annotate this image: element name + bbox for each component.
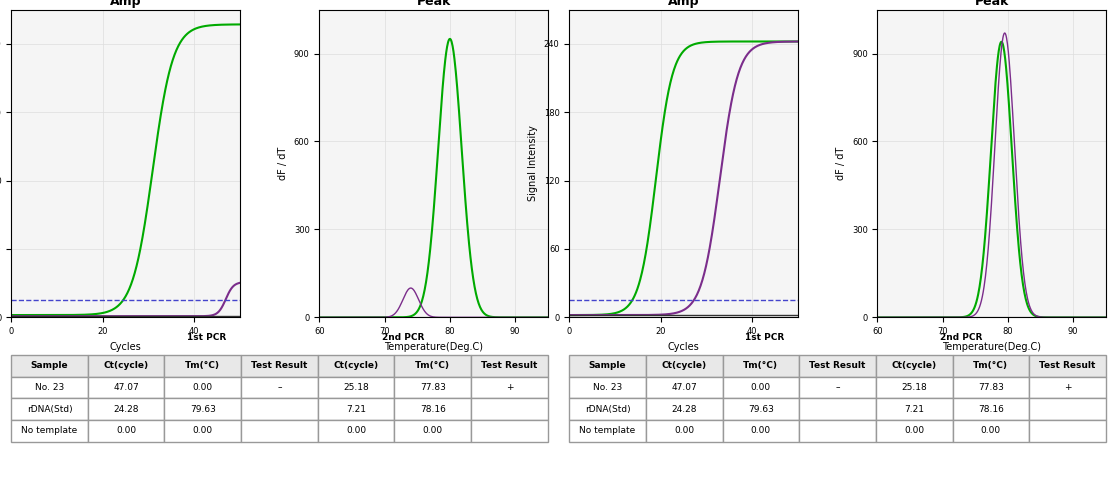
Text: 1st PCR: 1st PCR <box>188 333 227 342</box>
Y-axis label: Signal Intensity: Signal Intensity <box>528 126 538 201</box>
Title: Amp: Amp <box>668 0 699 9</box>
Text: 2nd PCR: 2nd PCR <box>939 333 982 342</box>
Title: Amp: Amp <box>109 0 141 9</box>
X-axis label: Cycles: Cycles <box>668 342 699 352</box>
Text: 2nd PCR: 2nd PCR <box>382 333 424 342</box>
Y-axis label: dF / dT: dF / dT <box>278 147 288 180</box>
Text: 1st PCR: 1st PCR <box>745 333 785 342</box>
X-axis label: Temperature(Deg.C): Temperature(Deg.C) <box>942 342 1041 352</box>
Title: Peak: Peak <box>417 0 451 9</box>
X-axis label: Cycles: Cycles <box>109 342 141 352</box>
Title: Peak: Peak <box>974 0 1009 9</box>
X-axis label: Temperature(Deg.C): Temperature(Deg.C) <box>384 342 483 352</box>
Y-axis label: dF / dT: dF / dT <box>837 147 847 180</box>
